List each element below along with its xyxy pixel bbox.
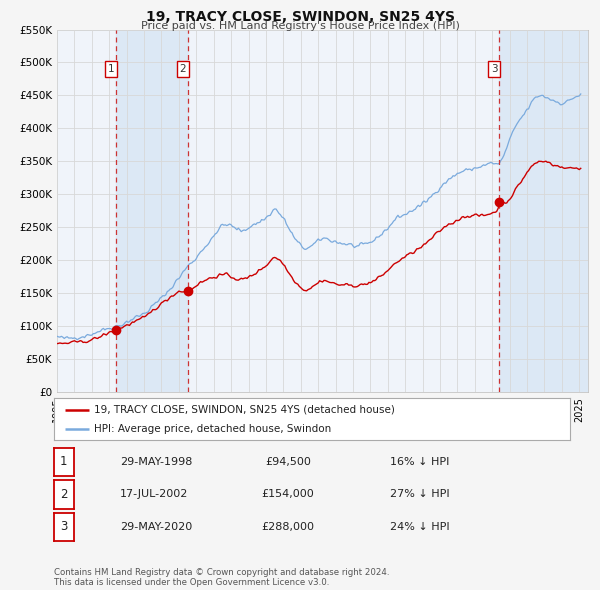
Bar <box>116 30 188 392</box>
Text: Contains HM Land Registry data © Crown copyright and database right 2024.
This d: Contains HM Land Registry data © Crown c… <box>54 568 389 587</box>
Text: £154,000: £154,000 <box>262 490 314 499</box>
Text: 3: 3 <box>60 520 68 533</box>
Text: 3: 3 <box>491 64 497 74</box>
Text: 19, TRACY CLOSE, SWINDON, SN25 4YS (detached house): 19, TRACY CLOSE, SWINDON, SN25 4YS (deta… <box>94 405 395 415</box>
Text: £288,000: £288,000 <box>262 522 314 532</box>
Text: 2: 2 <box>180 64 187 74</box>
Text: 16% ↓ HPI: 16% ↓ HPI <box>390 457 449 467</box>
Text: 19, TRACY CLOSE, SWINDON, SN25 4YS: 19, TRACY CLOSE, SWINDON, SN25 4YS <box>146 10 455 24</box>
Text: 1: 1 <box>108 64 115 74</box>
Text: 24% ↓ HPI: 24% ↓ HPI <box>390 522 449 532</box>
Bar <box>499 30 588 392</box>
Text: 17-JUL-2002: 17-JUL-2002 <box>120 490 188 499</box>
Text: 27% ↓ HPI: 27% ↓ HPI <box>390 490 449 499</box>
Text: £94,500: £94,500 <box>265 457 311 467</box>
Text: 1: 1 <box>60 455 68 468</box>
Text: 29-MAY-1998: 29-MAY-1998 <box>120 457 193 467</box>
Text: 2: 2 <box>60 488 68 501</box>
Text: 29-MAY-2020: 29-MAY-2020 <box>120 522 192 532</box>
Text: Price paid vs. HM Land Registry's House Price Index (HPI): Price paid vs. HM Land Registry's House … <box>140 21 460 31</box>
Text: HPI: Average price, detached house, Swindon: HPI: Average price, detached house, Swin… <box>94 424 331 434</box>
